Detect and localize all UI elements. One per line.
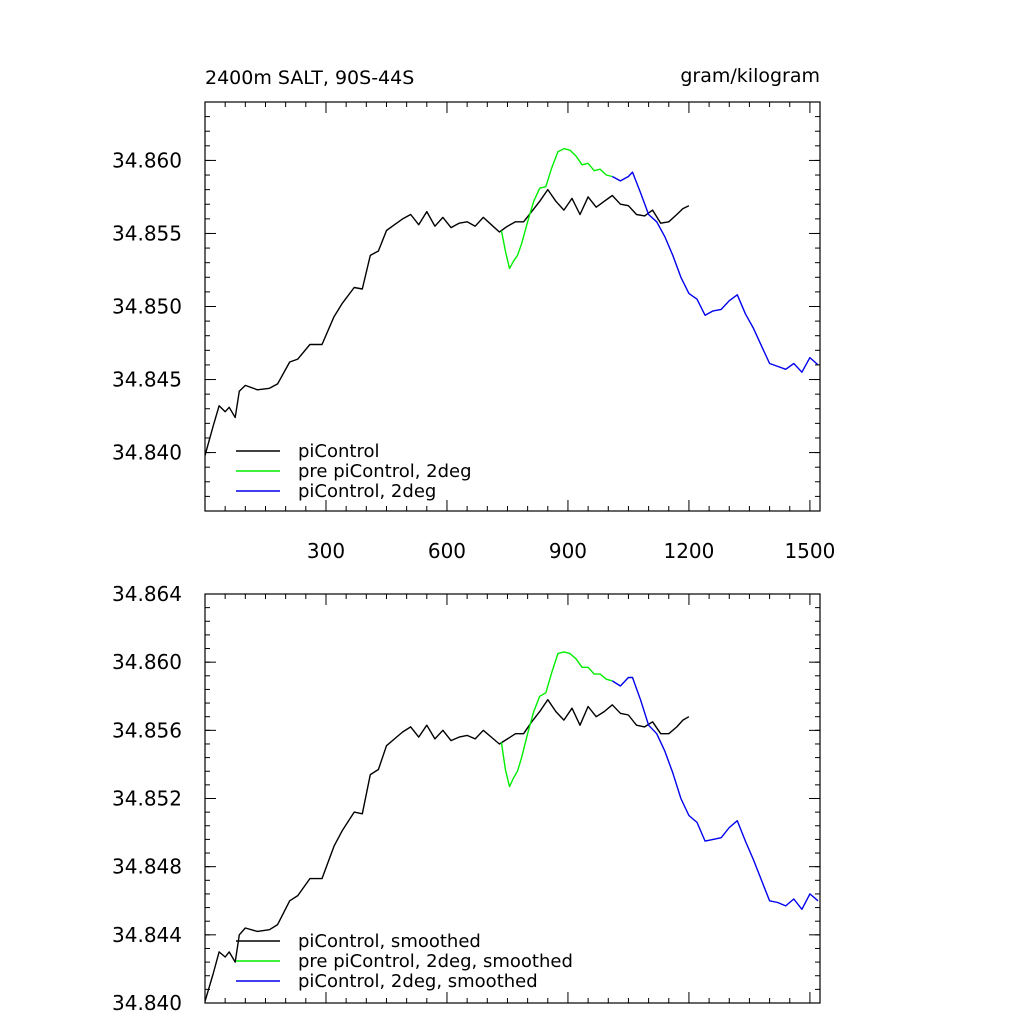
top-y-tick-label: 34.850 <box>112 295 182 319</box>
top-series-line-0 <box>205 188 690 456</box>
legend-label-picontrol-2deg-smoothed: piControl, 2deg, smoothed <box>298 971 538 992</box>
top-x-tick-label: 1500 <box>784 539 835 563</box>
legend-label-picontrol: piControl <box>298 441 380 462</box>
bottom-series-line-0 <box>205 699 690 1002</box>
top-x-tick-label: 900 <box>549 539 587 563</box>
top-x-tick-label: 1200 <box>663 539 714 563</box>
top-chart-units: gram/kilogram <box>680 65 820 87</box>
bottom-y-tick-label: 34.852 <box>112 787 182 811</box>
top-chart-title: 2400m SALT, 90S-44S <box>205 67 414 89</box>
legend-label-pre-picontrol-2deg: pre piControl, 2deg <box>298 461 472 482</box>
top-series-line-2 <box>611 171 819 373</box>
legend-label-picontrol-smoothed: piControl, smoothed <box>298 931 481 952</box>
top-y-tick-label: 34.845 <box>112 368 182 392</box>
bottom-y-tick-label: 34.844 <box>112 923 182 947</box>
bottom-y-tick-label: 34.860 <box>112 650 182 674</box>
legend-label-pre-picontrol-2deg-smoothed: pre piControl, 2deg, smoothed <box>298 951 573 972</box>
bottom-y-tick-label: 34.856 <box>112 718 182 742</box>
legend-label-picontrol-2deg: piControl, 2deg <box>298 481 436 502</box>
bottom-chart-ticks <box>205 593 820 1004</box>
bottom-series-line-1 <box>500 651 613 788</box>
top-chart-x-tick-labels: 300 600 900 1200 1500 <box>307 539 835 563</box>
bottom-chart-y-tick-labels: 34.840 34.844 34.848 34.852 34.856 34.86… <box>112 582 182 1015</box>
top-chart-ticks <box>205 101 820 511</box>
top-y-tick-label: 34.840 <box>112 441 182 465</box>
bottom-chart-panel: 34.840 34.844 34.848 34.852 34.856 34.86… <box>112 582 821 1015</box>
bottom-y-tick-label: 34.864 <box>112 582 182 606</box>
top-chart-y-tick-labels: 34.840 34.845 34.850 34.855 34.860 <box>112 148 182 464</box>
top-y-tick-label: 34.860 <box>112 148 182 172</box>
top-chart-panel: 2400m SALT, 90S-44S gram/kilogram 34.840… <box>112 65 835 563</box>
bottom-chart-series-group <box>205 651 819 1002</box>
top-x-tick-label: 600 <box>428 539 466 563</box>
top-y-tick-label: 34.855 <box>112 221 182 245</box>
top-chart-frame <box>204 101 821 512</box>
bottom-chart-legend: piControl, smoothed pre piControl, 2deg,… <box>236 931 573 992</box>
bottom-y-tick-label: 34.848 <box>112 855 182 879</box>
top-chart-legend: piControl pre piControl, 2deg piControl,… <box>236 441 472 502</box>
bottom-chart-frame <box>204 593 821 1004</box>
top-x-tick-label: 300 <box>307 539 345 563</box>
bottom-y-tick-label: 34.840 <box>112 991 182 1015</box>
bottom-series-line-2 <box>611 676 819 910</box>
top-chart-series-group <box>205 147 819 456</box>
top-series-line-1 <box>500 147 613 270</box>
